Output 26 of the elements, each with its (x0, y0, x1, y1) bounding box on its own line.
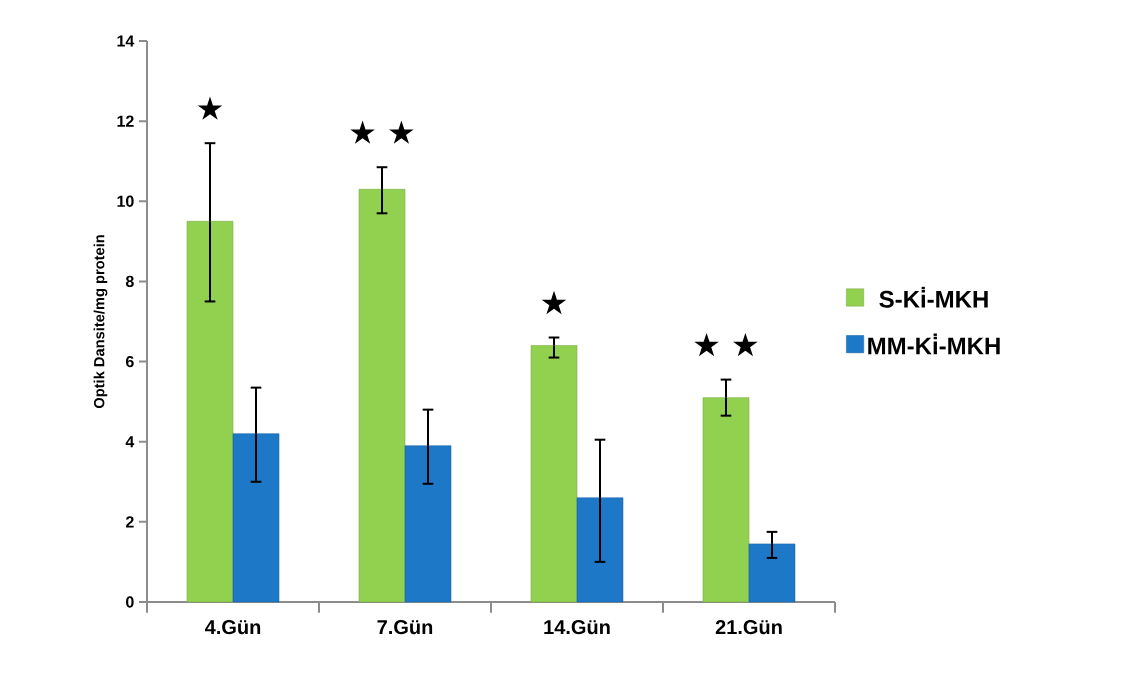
legend-label: S-Ki̇-MKH (879, 286, 988, 308)
y-tick-label: 6 (125, 355, 134, 368)
bar (358, 188, 406, 603)
bar (232, 433, 280, 603)
y-tick-label: 4 (125, 436, 135, 448)
bar (186, 221, 234, 603)
bar (530, 345, 578, 603)
bar (748, 543, 796, 603)
annotation: ★ (197, 96, 223, 120)
x-tick-label: 7.Gün (377, 620, 433, 635)
y-tick-label: 14 (117, 35, 135, 47)
y-axis-title: Optik Dansite/mg protein (93, 235, 108, 409)
x-tick-label: 21.Gün (715, 620, 782, 635)
x-tick-label: 4.Gün (204, 620, 261, 635)
x-tick-label: 14.Gün (544, 620, 610, 635)
y-tick-label: 8 (125, 275, 134, 288)
annotation: ★ ★ (350, 120, 414, 144)
annotation: ★ (541, 290, 567, 315)
bar (702, 397, 750, 603)
y-tick-label: 2 (125, 516, 134, 528)
legend-label: MM-Ki̇-MKH (868, 333, 1000, 355)
annotation: ★ ★ (694, 332, 758, 357)
y-tick-label: 10 (117, 195, 134, 207)
bar (404, 445, 452, 603)
y-tick-label: 0 (126, 596, 134, 608)
y-tick-label: 12 (117, 115, 134, 127)
